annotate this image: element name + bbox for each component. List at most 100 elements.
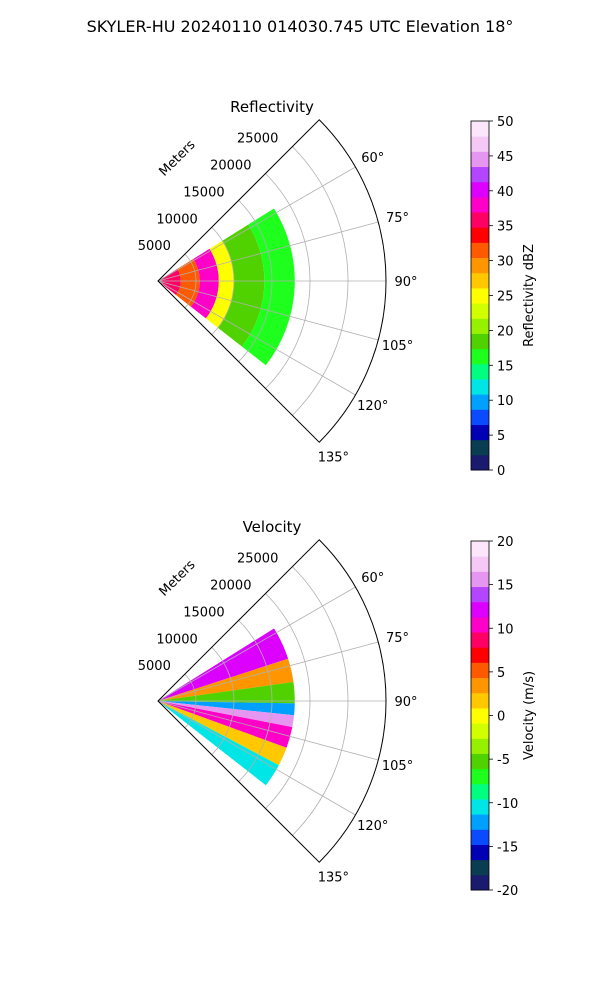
azimuth-spoke [157,700,379,761]
colorbar-swatch [471,196,489,213]
colorbar-swatch [471,647,489,663]
velocity-title: Velocity [243,518,302,536]
polar-frame [157,119,387,443]
colorbar-swatch [471,303,489,319]
colorbar-tick-label: 45 [497,150,514,165]
colorbar-swatch [471,424,489,441]
colorbar-swatch [471,798,489,815]
colorbar-label: Reflectivity dBZ [522,244,537,347]
colorbar-tick-label: 30 [497,255,514,270]
radial-tick-label: 5000 [138,239,171,254]
colorbar-swatch [471,272,489,289]
azimuth-sector [158,701,295,716]
colorbar: -20 -15 -10 -5 0 5 10 15 20 Velocity (m/s) [470,535,537,899]
colorbar-tick-label: 15 [497,579,514,594]
colorbar-swatch [471,586,489,603]
reflectivity-panel: Reflectivity 5000 10000 15000 20000 25000 Met… [138,98,537,479]
azimuth-sector [158,701,293,748]
azimuth-sector [158,681,295,704]
colorbar-tick-label: 0 [497,464,505,479]
colorbar-tick-label: -20 [497,884,518,899]
colorbar-swatch [471,378,489,395]
colorbar-swatch [471,212,489,228]
radial-tick-label: 15000 [183,605,224,620]
colorbar-tick-label: 5 [497,429,505,444]
colorbar-swatch [471,692,489,709]
azimuth-spoke [157,586,356,702]
colorbar-swatch [471,439,489,456]
colorbar-swatch [471,571,489,588]
colorbar-swatch [471,677,489,694]
azimuth-sector [158,701,287,766]
colorbar-swatch [471,227,489,243]
colorbar-swatch [471,541,489,557]
colorbar-tick-label: 5 [497,666,505,681]
colorbar-swatch [471,707,489,724]
angle-tick-label: 60° [361,571,384,586]
radial-tick-label: 10000 [156,632,197,647]
colorbar-swatch [471,814,489,830]
radial-axis-label: Meters [157,557,199,599]
colorbar-swatch [471,348,489,365]
azimuth-spoke [157,280,356,396]
radar-data [158,628,295,786]
radial-tick-label: 15000 [183,185,224,200]
azimuth-spoke [157,166,356,282]
azimuth-sector [158,701,295,728]
radial-tick-label: 20000 [210,159,251,174]
colorbar-swatch [471,768,489,785]
colorbar-tick-label: 35 [497,220,514,235]
colorbar-swatch [471,257,489,274]
azimuth-spoke [157,280,379,341]
colorbar-swatch [471,844,489,861]
colorbar-swatch [471,454,489,471]
azimuth-sector [158,701,279,786]
colorbar-swatch [471,753,489,770]
azimuth-spoke [157,641,379,702]
radial-tick-label: 25000 [237,132,278,147]
angle-tick-label: 60° [361,151,384,166]
figure-suptitle: SKYLER-HU 20240110 014030.745 UTC Elevat… [87,17,514,36]
colorbar-tick-label: -15 [497,840,518,855]
colorbar-tick-label: 0 [497,710,505,725]
range-band [158,268,181,296]
colorbar-swatch [471,738,489,754]
colorbar-tick-label: 25 [497,290,514,305]
azimuth-spoke [157,221,379,282]
colorbar-tick-label: 20 [497,535,514,550]
radial-tick-label: 10000 [156,212,197,227]
colorbar-swatch [471,556,489,572]
colorbar-swatch [471,242,489,259]
colorbar-swatch [471,136,489,152]
reflectivity-title: Reflectivity [230,98,314,116]
colorbar-label: Velocity (m/s) [522,671,537,760]
colorbar-swatch [471,166,489,183]
colorbar-swatch [471,723,489,739]
angle-tick-label: 90° [394,695,417,710]
colorbar-tick-label: 50 [497,115,514,130]
angle-tick-label: 105° [382,339,413,354]
colorbar-tick-label: 10 [497,622,514,637]
radial-tick-label: 25000 [237,552,278,567]
angle-tick-label: 120° [357,399,388,414]
colorbar-swatch [471,151,489,168]
angle-tick-label: 90° [394,275,417,290]
colorbar: 0 5 10 15 20 25 30 35 40 45 50 Reflectivity dBZ [470,115,537,479]
colorbar-tick-label: -5 [497,753,510,768]
polar-frame [157,539,387,863]
colorbar-swatch [471,363,489,380]
colorbar-swatch [471,121,489,137]
angle-tick-label: 105° [382,759,413,774]
velocity-panel: Velocity 5000 10000 15000 20000 25000 Meters 6… [138,518,537,899]
colorbar-tick-label: 20 [497,324,514,339]
angle-tick-label: 75° [386,211,409,226]
colorbar-swatch [471,333,489,350]
azimuth-sector [158,628,289,701]
colorbar-tick-label: 15 [497,359,514,374]
colorbar-tick-label: -10 [497,797,518,812]
polar-grid [157,566,386,836]
angle-tick-label: 120° [357,819,388,834]
angle-tick-label: 135° [318,450,349,465]
colorbar-swatch [471,287,489,304]
